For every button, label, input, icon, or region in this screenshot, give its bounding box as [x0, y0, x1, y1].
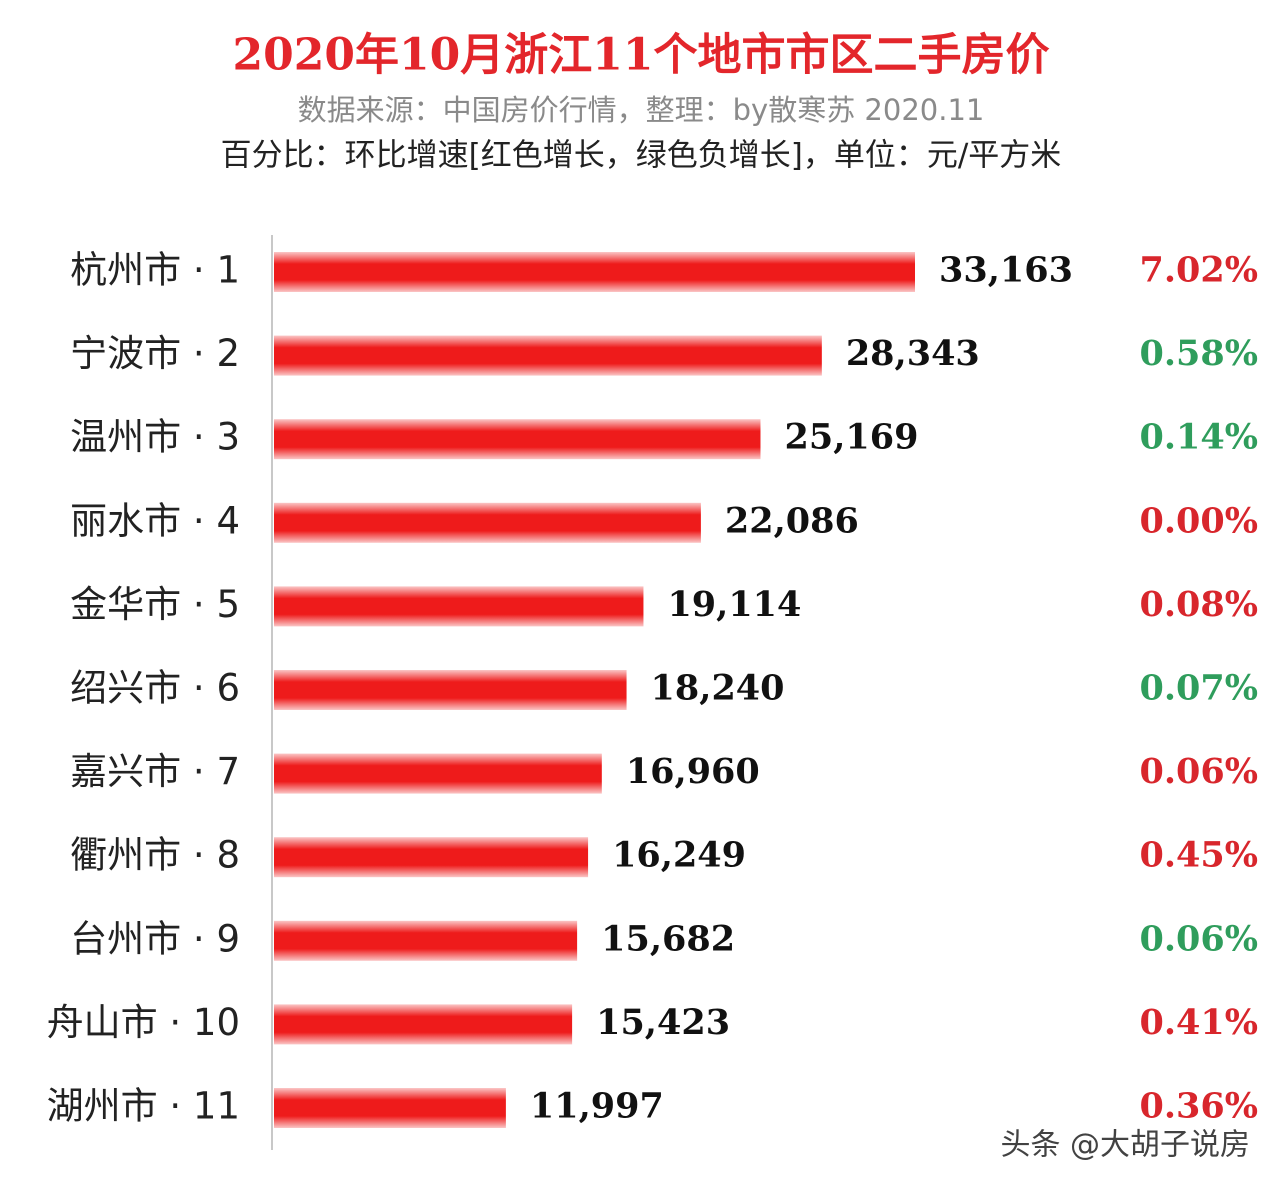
change-label: 0.41% — [1139, 1002, 1258, 1043]
bar — [274, 920, 578, 961]
bar — [274, 753, 602, 794]
change-label: 0.06% — [1139, 751, 1258, 792]
value-label: 15,682 — [601, 918, 735, 959]
watermark: 头条 @大胡子说房 — [1000, 1128, 1250, 1163]
bar — [274, 502, 701, 543]
y-tick-label: 杭州市 · 1 — [70, 249, 240, 292]
y-tick-label: 台州市 · 9 — [70, 917, 240, 960]
bar — [274, 586, 644, 627]
chart-subtitle: 数据来源：中国房价行情，整理：by散寒苏 2020.11 — [298, 93, 985, 127]
bar — [274, 670, 627, 710]
change-label: 0.00% — [1139, 500, 1258, 541]
value-label: 22,086 — [725, 500, 859, 541]
bar — [274, 1088, 506, 1128]
bar — [274, 419, 761, 460]
chart-note: 百分比：环比增速[红色增长，绿色负增长]，单位：元/平方米 — [221, 138, 1062, 174]
y-tick-label: 金华市 · 5 — [70, 583, 240, 626]
value-label: 15,423 — [596, 1002, 730, 1043]
y-tick-label: 衢州市 · 8 — [70, 834, 240, 877]
value-label: 19,114 — [667, 584, 801, 625]
y-tick-label: 湖州市 · 11 — [47, 1085, 240, 1128]
value-label: 11,997 — [530, 1086, 664, 1127]
value-label: 25,169 — [784, 417, 918, 458]
bar — [274, 1004, 573, 1045]
value-label: 16,960 — [626, 751, 760, 792]
value-label: 28,343 — [846, 333, 980, 374]
y-tick-label: 温州市 · 3 — [70, 416, 240, 459]
value-label: 18,240 — [651, 668, 785, 709]
chart-title: 2020年10月浙江11个地市市区二手房价 — [233, 30, 1050, 81]
y-tick-label: 绍兴市 · 6 — [70, 667, 240, 710]
y-tick-label: 宁波市 · 2 — [70, 332, 240, 375]
change-label: 7.02% — [1139, 250, 1258, 291]
bar — [274, 335, 822, 376]
value-label: 33,163 — [939, 250, 1073, 291]
change-label: 0.58% — [1139, 333, 1258, 374]
bar — [274, 252, 915, 292]
change-label: 0.14% — [1139, 417, 1258, 458]
change-label: 0.06% — [1139, 918, 1258, 959]
y-tick-label: 舟山市 · 10 — [47, 1001, 240, 1044]
y-tick-label: 嘉兴市 · 7 — [70, 750, 240, 793]
change-label: 0.36% — [1139, 1086, 1258, 1127]
change-label: 0.45% — [1139, 835, 1258, 876]
value-label: 16,249 — [612, 835, 746, 876]
y-tick-label: 丽水市 · 4 — [70, 499, 240, 542]
change-label: 0.08% — [1139, 584, 1258, 625]
change-label: 0.07% — [1139, 668, 1258, 709]
bar — [274, 837, 589, 878]
